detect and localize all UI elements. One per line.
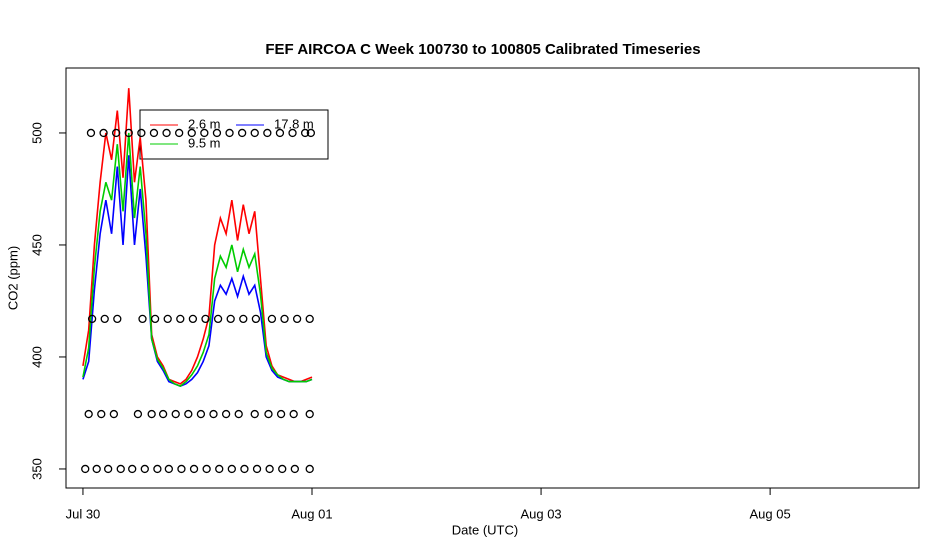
calibration-point bbox=[163, 314, 172, 324]
y-axis-label: CO2 (ppm) bbox=[5, 246, 20, 310]
chart-title: FEF AIRCOA C Week 100730 to 100805 Calib… bbox=[265, 41, 700, 58]
calibration-point bbox=[153, 464, 162, 474]
y-tick-label: 450 bbox=[29, 234, 44, 256]
calibration-point bbox=[251, 314, 261, 324]
calibration-point bbox=[264, 409, 273, 419]
calibration-point bbox=[177, 464, 186, 474]
x-tick-label: Aug 05 bbox=[750, 506, 791, 521]
calibration-point bbox=[140, 464, 149, 474]
calibration-point bbox=[292, 314, 302, 324]
calibration-point bbox=[150, 314, 160, 324]
calibration-point bbox=[234, 409, 243, 419]
x-axis-label: Date (UTC) bbox=[452, 522, 518, 537]
calibration-point bbox=[189, 464, 199, 474]
legend-label: 17.8 m bbox=[274, 116, 314, 131]
x-tick-label: Aug 03 bbox=[520, 506, 561, 521]
legend-box bbox=[139, 109, 329, 160]
calibration-point bbox=[237, 128, 247, 138]
calibration-point bbox=[227, 464, 236, 474]
calibration-point bbox=[250, 128, 259, 138]
calibration-point bbox=[209, 409, 218, 419]
calibration-point bbox=[280, 314, 289, 324]
calibration-point bbox=[201, 314, 210, 324]
calibration-point bbox=[289, 409, 298, 419]
calibration-point bbox=[221, 409, 231, 419]
data-line bbox=[82, 155, 313, 387]
calibration-point bbox=[305, 464, 314, 474]
calibration-point bbox=[86, 128, 96, 138]
calibration-point bbox=[290, 464, 299, 474]
calibration-point bbox=[212, 128, 222, 138]
calibration-point bbox=[99, 128, 108, 138]
calibration-point bbox=[288, 128, 297, 138]
calibration-point bbox=[252, 464, 262, 474]
calibration-point bbox=[171, 409, 180, 419]
legend-label: 2.6 m bbox=[188, 116, 221, 131]
calibration-point bbox=[202, 464, 211, 474]
calibration-point bbox=[226, 314, 235, 324]
calibration-point bbox=[213, 314, 223, 324]
calibration-point bbox=[276, 409, 286, 419]
calibration-point bbox=[112, 128, 121, 138]
calibration-point bbox=[278, 464, 287, 474]
calibration-point bbox=[240, 464, 249, 474]
data-line bbox=[82, 132, 313, 387]
x-tick-label: Aug 01 bbox=[291, 506, 332, 521]
calibration-point bbox=[147, 409, 156, 419]
y-tick-label: 500 bbox=[29, 122, 44, 144]
calibration-point bbox=[81, 464, 90, 474]
calibration-point bbox=[250, 409, 259, 419]
data-line bbox=[82, 88, 313, 385]
calibration-point bbox=[97, 409, 106, 419]
calibration-point bbox=[184, 409, 193, 419]
calibration-point bbox=[305, 409, 314, 419]
calibration-point bbox=[215, 464, 224, 474]
calibration-point bbox=[138, 314, 147, 324]
calibration-point bbox=[137, 128, 146, 138]
calibration-point bbox=[265, 464, 274, 474]
calibration-point bbox=[103, 464, 113, 474]
calibration-point bbox=[84, 409, 93, 419]
calibration-point bbox=[175, 128, 184, 138]
calibration-point bbox=[100, 314, 109, 324]
calibration-point bbox=[239, 314, 248, 324]
y-tick-label: 400 bbox=[29, 346, 44, 368]
calibration-point bbox=[306, 128, 316, 138]
calibration-point bbox=[305, 314, 314, 324]
calibration-point bbox=[187, 128, 196, 138]
calibration-point bbox=[196, 409, 206, 419]
calibration-point bbox=[263, 128, 272, 138]
calibration-point bbox=[149, 128, 159, 138]
calibration-point bbox=[275, 128, 285, 138]
calibration-point bbox=[158, 409, 168, 419]
calibration-point bbox=[87, 314, 97, 324]
calibration-point bbox=[176, 314, 185, 324]
calibration-point bbox=[200, 128, 209, 138]
calibration-point bbox=[92, 464, 101, 474]
calibration-point bbox=[188, 314, 198, 324]
plot-frame bbox=[65, 67, 920, 489]
calibration-point bbox=[124, 128, 133, 138]
calibration-point bbox=[133, 409, 143, 419]
calibration-point bbox=[109, 409, 119, 419]
calibration-point bbox=[128, 464, 137, 474]
calibration-point bbox=[267, 314, 277, 324]
y-tick-label: 350 bbox=[29, 458, 44, 480]
legend-label: 9.5 m bbox=[188, 135, 221, 150]
calibration-point bbox=[225, 128, 234, 138]
calibration-point bbox=[162, 128, 171, 138]
calibration-point bbox=[164, 464, 173, 474]
calibration-point bbox=[300, 128, 310, 138]
calibration-point bbox=[116, 464, 125, 474]
x-tick-label: Jul 30 bbox=[66, 506, 101, 521]
calibration-point bbox=[113, 314, 122, 324]
